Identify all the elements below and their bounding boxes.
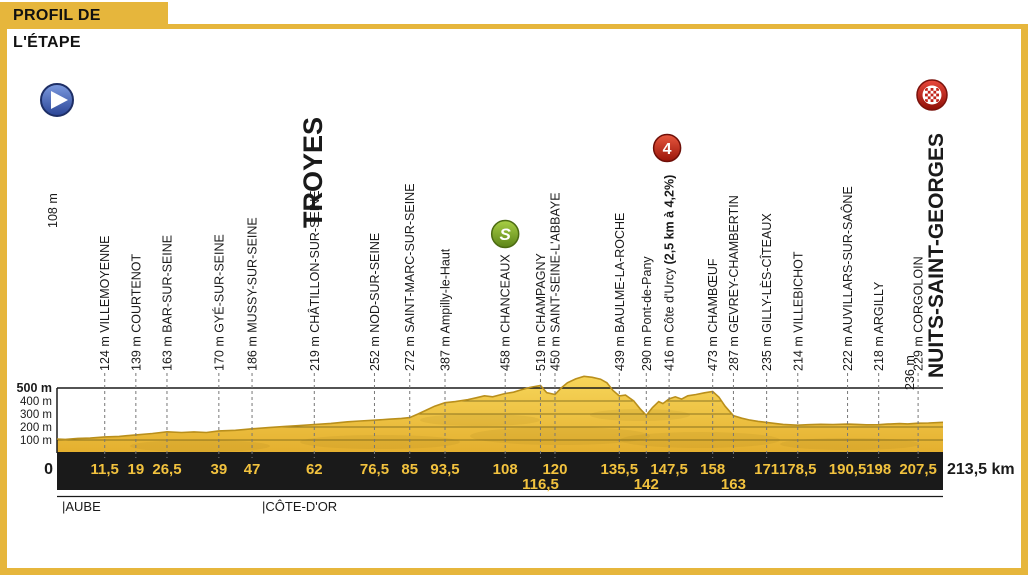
sprint-icon: S: [490, 219, 520, 249]
waypoint-label: 186 m MUSSY-SUR-SEINE: [246, 217, 260, 371]
frame-border-bottom: [0, 568, 1028, 575]
profile-texture: [590, 409, 690, 421]
region-label: |AUBE: [62, 499, 101, 514]
waypoint-label: 124 m VILLEMOYENNE: [98, 236, 112, 371]
km-label: 207,5: [899, 461, 937, 478]
waypoint-label: 473 m CHAMBŒUF: [706, 258, 720, 371]
km-label: 120: [542, 461, 567, 478]
km-label: 178,5: [779, 461, 817, 478]
finish-elevation-label: 236 m: [903, 355, 917, 390]
finish-marker: [916, 79, 948, 111]
waypoint-label: 163 m BAR-SUR-SEINE: [160, 235, 174, 371]
profile-texture: [780, 438, 920, 450]
km-label: 11,5: [91, 461, 119, 478]
km-label: 47: [244, 461, 261, 478]
profile-top-edge: [56, 375, 944, 441]
y-tick: 300 m: [20, 409, 52, 421]
waypoint-label: 229 m CORGOLOIN: [912, 256, 926, 371]
checkered-flag-pattern: [930, 93, 934, 97]
checkered-flag-pattern: [925, 99, 928, 102]
frame-border-top: [0, 24, 1028, 29]
profile-texture: [420, 414, 540, 426]
km-label: 108: [493, 461, 518, 478]
play-icon: [51, 91, 68, 109]
checkered-flag-pattern: [936, 99, 939, 102]
x-origin-label: 0: [44, 461, 53, 478]
profile-texture: [130, 440, 270, 452]
km-label: 26,5: [152, 461, 181, 478]
km-label: 147,5: [650, 461, 688, 478]
svg-text:S: S: [500, 225, 512, 244]
waypoint-label: 387 m Ampilly-le-Haut: [439, 248, 453, 371]
profile-texture: [300, 435, 460, 449]
checkered-flag-pattern: [933, 90, 937, 94]
y-tick: 400 m: [20, 396, 52, 408]
km-label: 171: [754, 461, 779, 478]
waypoint-label: 214 m VILLEBICHOT: [791, 251, 805, 371]
elevation-profile-area: [57, 376, 943, 453]
waypoint-label: 170 m GYÉ-SUR-SEINE: [211, 234, 226, 371]
y-tick-500: 500 m: [17, 381, 52, 395]
waypoint-label: 235 m GILLY-LÈS-CÎTEAUX: [759, 213, 774, 371]
start-town-label: TROYES: [298, 117, 328, 228]
checkered-flag-pattern: [936, 93, 939, 97]
category-4-climb-icon: 4: [652, 133, 682, 163]
region-label: |CÔTE-D'OR: [262, 499, 337, 514]
km-axis-bar: [57, 452, 943, 490]
y-tick: 200 m: [20, 422, 52, 434]
waypoint-label: 519 m CHAMPAGNY: [534, 252, 548, 371]
checkered-flag-pattern: [933, 96, 937, 100]
waypoint-label: 218 m ARGILLY: [872, 281, 886, 371]
checkered-flag-pattern: [936, 88, 939, 91]
km-label: 198: [866, 461, 891, 478]
km-label: 142: [634, 476, 659, 493]
waypoint-label: 290 m Pont-de-Pany: [640, 256, 654, 371]
start-elevation-label: 108 m: [46, 193, 60, 228]
total-distance-label: 213,5 km: [947, 461, 1015, 478]
km-label: 135,5: [601, 461, 639, 478]
checkered-flag-pattern: [925, 88, 928, 91]
page-title: PROFIL DE L'ÉTAPE: [0, 2, 168, 51]
waypoint-label: 272 m SAINT-MARC-SUR-SEINE: [403, 183, 417, 371]
waypoint-label: 416 m Côte d'Urcy (2,5 km à 4,2%): [663, 175, 677, 371]
waypoint-label: 439 m BAULME-LA-ROCHE: [613, 213, 627, 371]
km-label: 158: [700, 461, 725, 478]
start-marker: [40, 83, 74, 117]
svg-text:4: 4: [663, 141, 672, 158]
km-label: 85: [401, 461, 418, 478]
waypoint-label: 252 m NOD-SUR-SEINE: [368, 233, 382, 371]
km-label: 190,5: [829, 461, 867, 478]
waypoint-label: 287 m GEVREY-CHAMBERTIN: [727, 195, 741, 371]
checkered-flag-pattern: [925, 93, 928, 97]
y-tick: 100 m: [20, 435, 52, 447]
km-label: 62: [306, 461, 323, 478]
waypoint-label: 450 m SAINT-SEINE-L'ABBAYE: [548, 192, 562, 371]
waypoint-label: 458 m CHANCEAUX: [499, 254, 513, 371]
waypoint-label: 139 m COURTENOT: [129, 253, 143, 371]
km-label: 76,5: [360, 461, 389, 478]
km-label: 163: [721, 476, 746, 493]
checkered-flag-pattern: [930, 99, 934, 102]
km-label: 116,5: [522, 476, 559, 493]
finish-town-label: NUITS-SAINT-GEORGES: [925, 133, 948, 378]
waypoint-label: 219 m CHÂTILLON-SUR-SEINE: [307, 190, 322, 371]
checkered-flag-pattern: [930, 88, 934, 91]
frame-border-right: [1021, 24, 1028, 575]
checkered-flag-pattern: [927, 90, 931, 94]
waypoint-label: 222 m AUVILLARS-SUR-SAÔNE: [840, 186, 855, 371]
frame-border-left: [0, 24, 7, 575]
checkered-flag-pattern: [927, 96, 931, 100]
km-label: 39: [211, 461, 228, 478]
km-label: 93,5: [430, 461, 459, 478]
profile-texture: [470, 427, 650, 445]
km-label: 19: [128, 461, 145, 478]
